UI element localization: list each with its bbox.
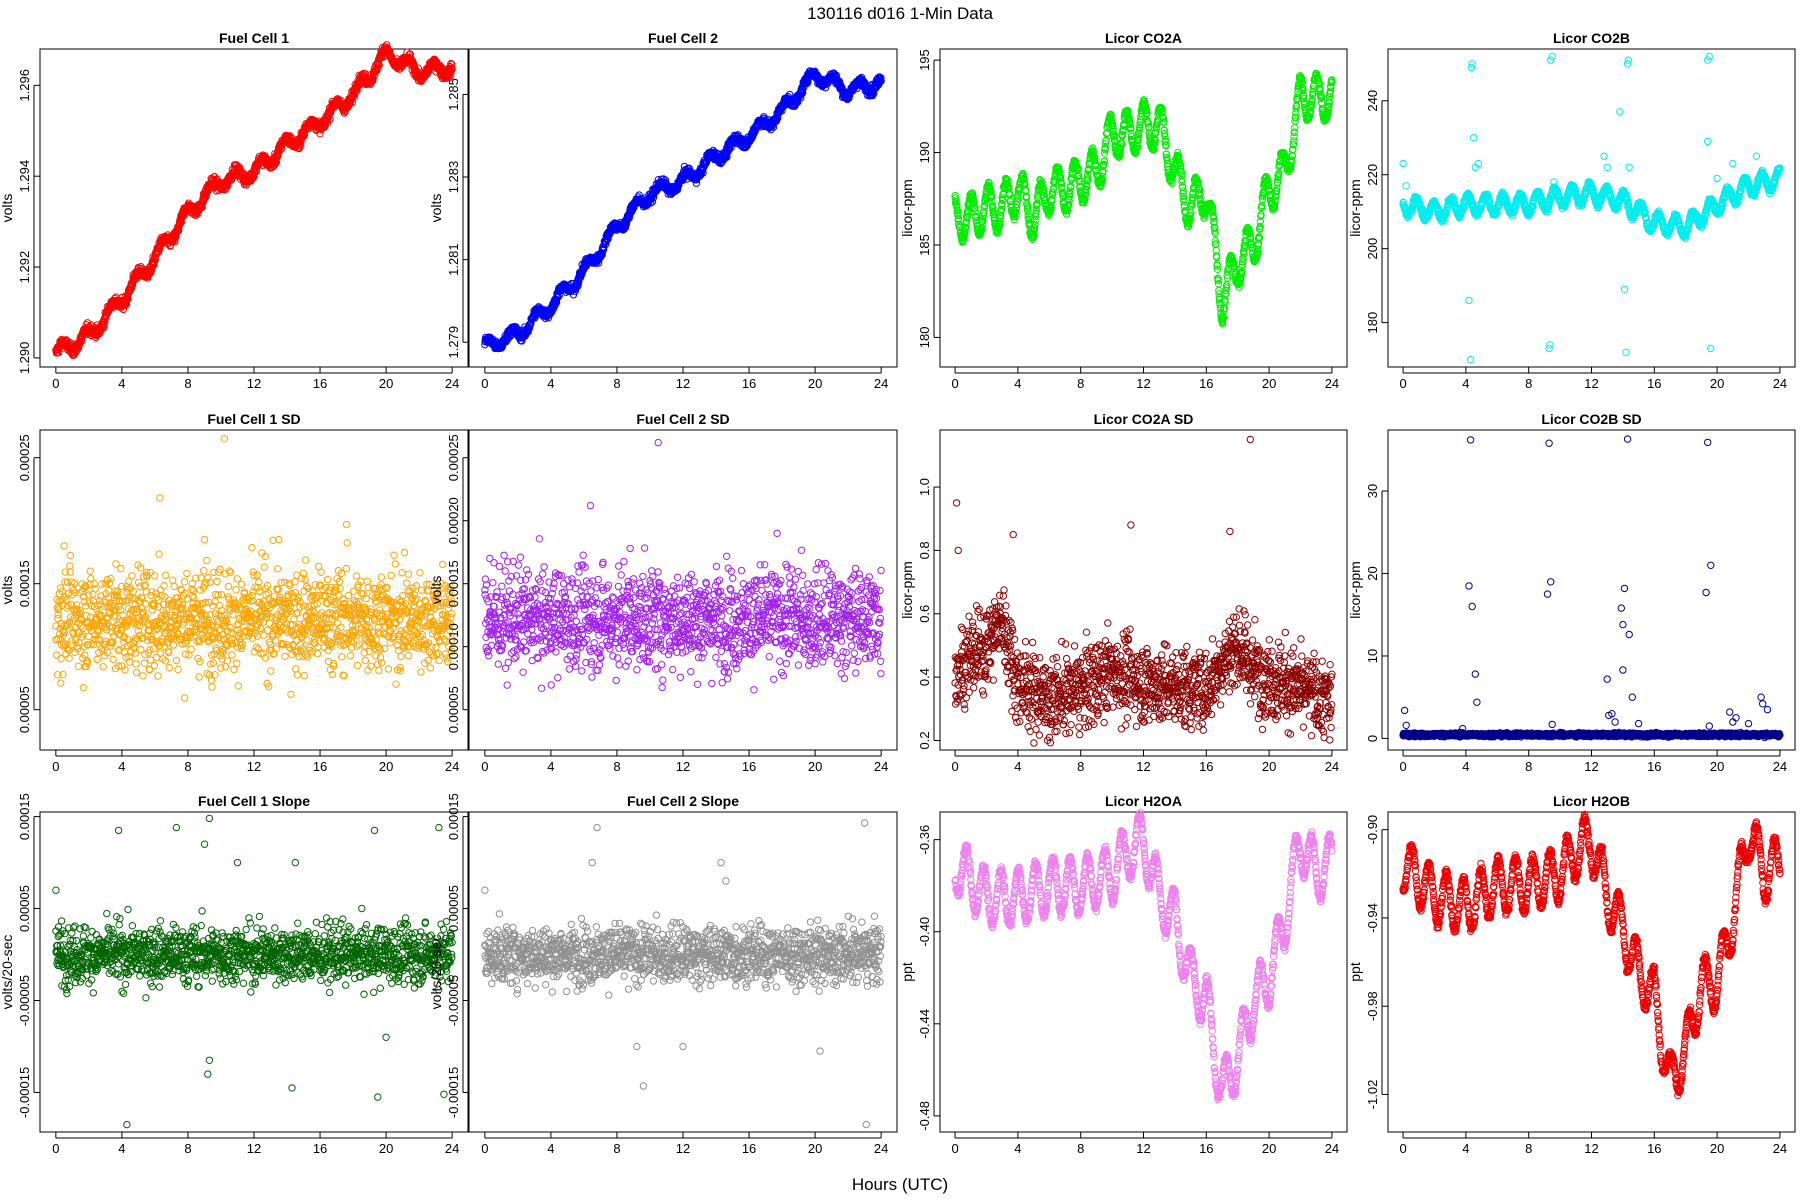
- data-point: [276, 146, 284, 154]
- x-tick-label: 12: [1584, 376, 1598, 391]
- panel-title: Fuel Cell 2: [648, 30, 718, 46]
- x-tick-label: 0: [481, 376, 488, 391]
- x-tick-label: 8: [1077, 376, 1084, 391]
- data-point: [295, 143, 304, 151]
- data-point: [175, 226, 183, 235]
- y-axis-label: licor-ppm: [1347, 179, 1363, 237]
- data-point: [83, 319, 92, 327]
- x-tick-label: 16: [313, 376, 327, 391]
- x-tick-label: 20: [1262, 376, 1276, 391]
- y-tick-label: 200: [1365, 238, 1380, 260]
- panel-title: Fuel Cell 1: [219, 30, 289, 46]
- data-point: [210, 172, 219, 181]
- y-tick-label: 240: [1365, 90, 1380, 112]
- x-tick-label: 8: [184, 376, 191, 391]
- x-tick-label: 0: [951, 376, 958, 391]
- x-tick-label: 8: [1525, 376, 1532, 391]
- data-point: [148, 264, 156, 273]
- y-tick-label: 1.294: [17, 160, 32, 193]
- data-point: [77, 337, 86, 345]
- data-point: [316, 130, 324, 138]
- points-group: [1399, 52, 1784, 364]
- panel-fc2: Fuel Cell 2 volts 0 4 8 12 16 20 24 1.279 1.281 1.2…: [428, 30, 898, 391]
- y-axis-label: licor-ppm: [899, 179, 915, 237]
- x-tick-label: 16: [1647, 376, 1661, 391]
- y-tick-label: 180: [1365, 312, 1380, 334]
- x-tick-label: 4: [1014, 376, 1021, 391]
- y-axis-label: volts: [428, 194, 444, 223]
- panel-co2b: Licor CO2B licor-ppm 0 4 8 12 16 20 24 180 200 220 2…: [1347, 30, 1796, 391]
- data-point: [171, 237, 179, 246]
- x-tick-label: 24: [874, 376, 888, 391]
- points-group: [951, 69, 1336, 328]
- x-tick-label: 4: [547, 376, 554, 391]
- y-tick-label: 1.285: [446, 78, 461, 111]
- y-axis-label: volts: [0, 194, 15, 223]
- data-point: [128, 281, 137, 289]
- y-tick-label: 180: [917, 327, 932, 349]
- x-tick-label: 16: [742, 376, 756, 391]
- x-tick-label: 20: [808, 376, 822, 391]
- y-tick-label: 1.281: [446, 243, 461, 276]
- y-tick-label: 195: [917, 49, 932, 71]
- data-point: [147, 268, 155, 277]
- x-tick-label: 24: [1325, 376, 1339, 391]
- data-point: [296, 133, 305, 142]
- x-tick-label: 4: [118, 376, 125, 391]
- data-point: [166, 241, 175, 250]
- y-tick-label: 1.296: [17, 69, 32, 102]
- x-tick-label: 12: [247, 376, 261, 391]
- points-group: [52, 41, 456, 359]
- x-tick-label: 16: [1199, 376, 1213, 391]
- y-tick-label: 190: [917, 142, 932, 164]
- y-tick-label: 220: [1365, 164, 1380, 186]
- data-point: [323, 119, 332, 127]
- panels-group: Fuel Cell 1 volts 0 4 8 12 16 20 24 1.290 1.292 1.2…: [0, 30, 1796, 1156]
- figure-xlabel: Hours (UTC): [852, 1175, 948, 1194]
- panel-title: Licor CO2A: [1105, 30, 1182, 46]
- x-tick-label: 12: [676, 376, 690, 391]
- x-tick-label: 20: [379, 376, 393, 391]
- x-tick-label: 20: [1710, 376, 1724, 391]
- y-tick-label: 1.290: [17, 342, 32, 375]
- data-point: [100, 323, 108, 332]
- y-tick-label: 1.292: [17, 251, 32, 284]
- data-point: [149, 261, 158, 269]
- y-tick-label: 1.283: [446, 161, 461, 194]
- data-point: [177, 218, 185, 227]
- points-group: [481, 67, 885, 353]
- x-tick-label: 4: [1462, 376, 1469, 391]
- x-tick-label: 12: [1136, 376, 1150, 391]
- x-tick-label: 24: [1773, 376, 1787, 391]
- panel-fc1: Fuel Cell 1 volts 0 4 8 12 16 20 24 1.290 1.292 1.2…: [0, 30, 469, 391]
- y-tick-label: 185: [917, 234, 932, 256]
- y-tick-label: 1.279: [446, 326, 461, 359]
- panel-title: Licor CO2B: [1553, 30, 1630, 46]
- x-tick-label: 24: [445, 376, 459, 391]
- data-point: [1291, 124, 1299, 132]
- panel-co2a: Licor CO2A licor-ppm 0 4 8 12 16 20 24 180 185 190 1…: [899, 30, 1348, 391]
- x-tick-label: 0: [1399, 376, 1406, 391]
- x-tick-label: 8: [613, 376, 620, 391]
- x-tick-label: 0: [52, 376, 59, 391]
- figure-title: 130116 d016 1-Min Data: [807, 4, 993, 23]
